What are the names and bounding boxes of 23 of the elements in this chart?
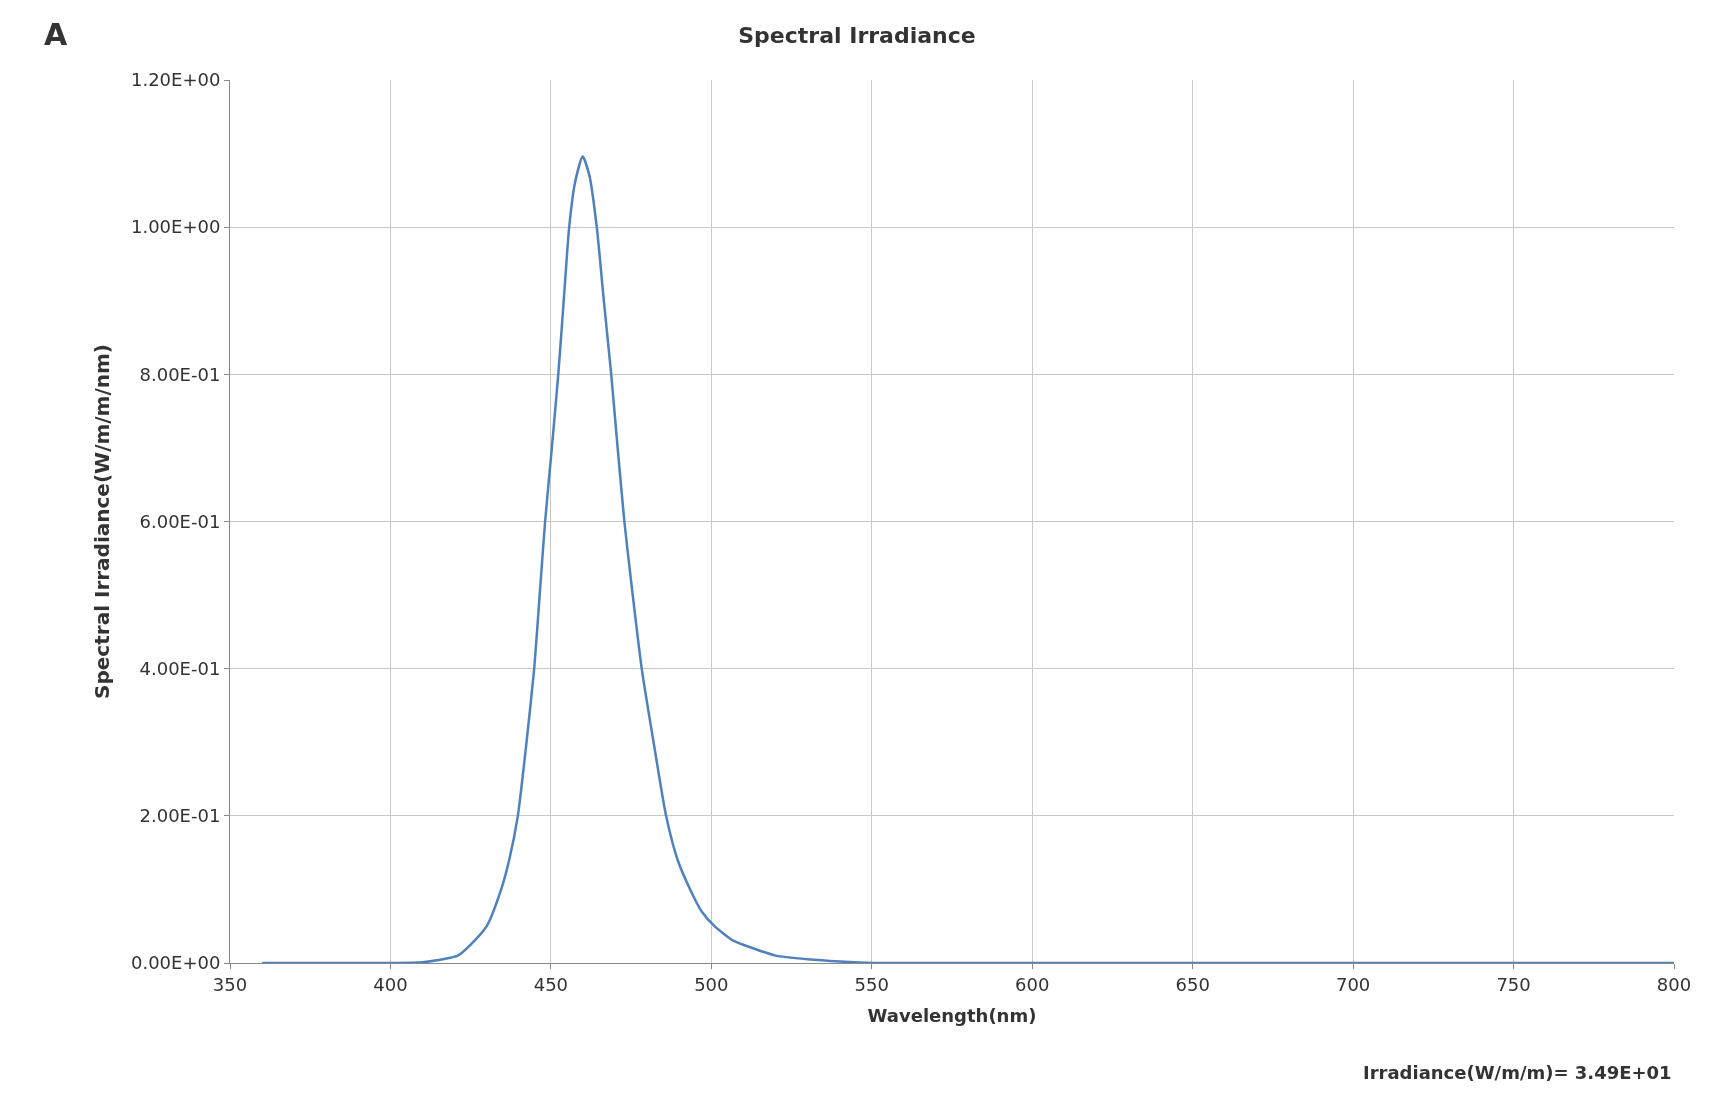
y-tick-label: 1.20E+00 [130, 69, 221, 91]
y-tick-label: 4.00E-01 [139, 657, 221, 679]
x-axis-title: Wavelength(nm) [867, 1004, 1037, 1026]
x-tick-label: 700 [1335, 973, 1371, 995]
y-tick-label: 6.00E-01 [139, 510, 221, 532]
y-tick-label: 0.00E+00 [130, 952, 221, 974]
y-tick-label: 1.00E+00 [130, 216, 221, 238]
text: A [44, 17, 68, 52]
x-tick-label: 800 [1656, 973, 1692, 995]
y-tick-label: 8.00E-01 [139, 363, 221, 385]
x-tick-label: 450 [533, 973, 569, 995]
x-tick-label: 650 [1175, 973, 1210, 995]
x-tick-label: 500 [694, 973, 729, 995]
x-tick-label: 350 [212, 973, 248, 995]
line-series [260, 155, 1674, 963]
x-tick-label: 550 [854, 973, 889, 995]
x-tick-label: 600 [1015, 973, 1050, 995]
x-tick-label: 400 [373, 973, 408, 995]
text: Irradiance(W/m/m)= 3.49E+01 [1363, 1062, 1672, 1083]
y-tick-label: 2.00E-01 [139, 805, 221, 827]
y-axis-title: Spectral Irradiance(W/m/m/nm) [90, 344, 115, 699]
x-tick-label: 750 [1496, 973, 1531, 995]
chart-title: Spectral Irradiance [738, 22, 976, 48]
